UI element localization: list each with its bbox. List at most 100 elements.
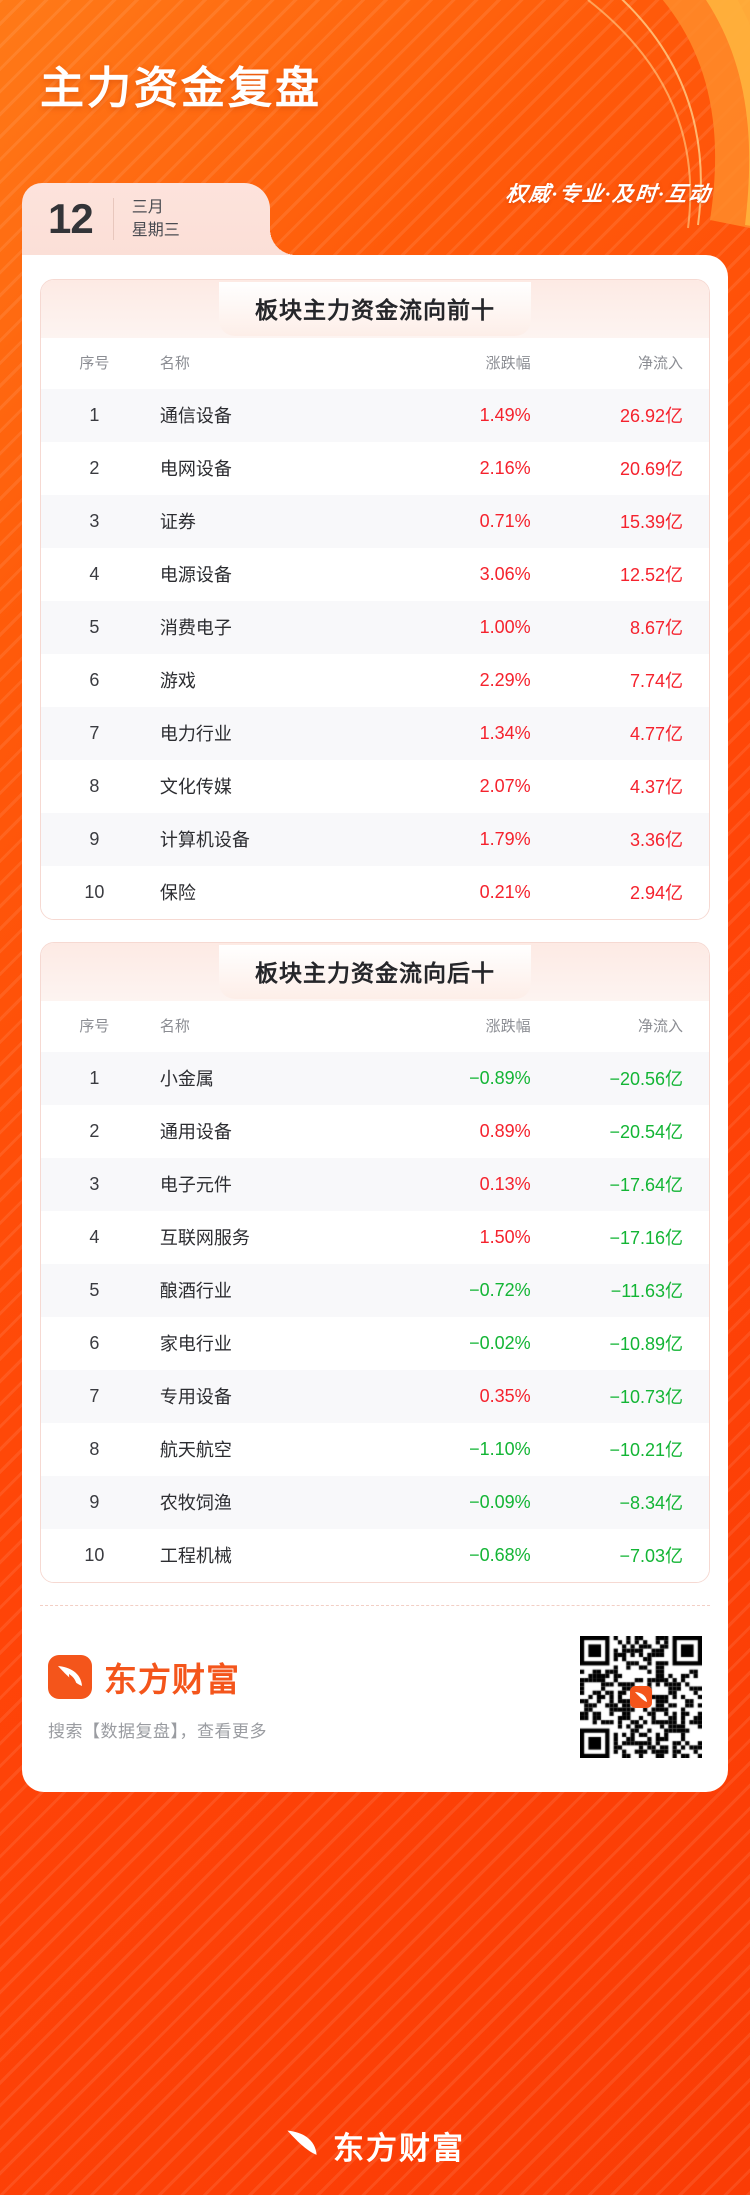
cell-index: 1 bbox=[89, 404, 100, 425]
cell-netflow: 26.92亿 bbox=[619, 406, 683, 426]
table-row[interactable]: 8 文化传媒 2.07% 4.37亿 bbox=[41, 760, 709, 813]
table-row[interactable]: 1 通信设备 1.49% 26.92亿 bbox=[41, 389, 709, 442]
panel-header: 板块主力资金流向前十 bbox=[41, 280, 709, 338]
table-row[interactable]: 7 电力行业 1.34% 4.77亿 bbox=[41, 707, 709, 760]
cell-name: 消费电子 bbox=[159, 618, 232, 638]
cell-netflow: −20.56亿 bbox=[609, 1069, 683, 1089]
cell-index: 5 bbox=[89, 1279, 100, 1300]
date-meta: 三月 星期三 bbox=[132, 199, 180, 239]
table-row[interactable]: 4 电源设备 3.06% 12.52亿 bbox=[41, 548, 709, 601]
table-row[interactable]: 6 家电行业 −0.02% −10.89亿 bbox=[41, 1317, 709, 1370]
table-header-row: 序号 名称 涨跌幅 净流入 bbox=[41, 1001, 709, 1052]
table-row[interactable]: 3 电子元件 0.13% −17.64亿 bbox=[41, 1158, 709, 1211]
qr-code[interactable] bbox=[580, 1636, 702, 1758]
eastmoney-logo-icon bbox=[285, 2128, 319, 2162]
date-month: 三月 bbox=[131, 198, 164, 216]
table-row[interactable]: 5 酿酒行业 −0.72% −11.63亿 bbox=[41, 1264, 709, 1317]
col-header-index: 序号 bbox=[79, 1018, 110, 1035]
cell-netflow: 2.94亿 bbox=[629, 883, 683, 903]
qr-center-logo-icon bbox=[630, 1686, 652, 1708]
outflow-table: 序号 名称 涨跌幅 净流入 1 小金属 −0.89% −20.56亿 2 通用设备 0.89… bbox=[41, 1001, 709, 1582]
cell-index: 4 bbox=[89, 563, 100, 584]
cell-change: 1.50% bbox=[479, 1226, 531, 1247]
cell-netflow: 20.69亿 bbox=[619, 459, 683, 479]
eastmoney-logo-icon bbox=[48, 1654, 92, 1699]
panel-title-pill: 板块主力资金流向后十 bbox=[219, 945, 531, 999]
cell-index: 6 bbox=[89, 1332, 100, 1353]
slogan-text: 权威·专业·及时·互动 bbox=[504, 182, 714, 206]
cell-change: 3.06% bbox=[479, 563, 531, 584]
cell-change: 1.49% bbox=[479, 404, 531, 425]
col-header-change: 涨跌幅 bbox=[485, 355, 531, 372]
cell-change: 1.00% bbox=[479, 616, 531, 637]
cell-index: 4 bbox=[89, 1226, 100, 1247]
brand-row: 东方财富 bbox=[48, 1653, 267, 1701]
cell-name: 电力行业 bbox=[159, 724, 232, 744]
table-row[interactable]: 7 专用设备 0.35% −10.73亿 bbox=[41, 1370, 709, 1423]
page-header: 主力资金复盘 权威·专业·及时·互动 bbox=[0, 0, 750, 300]
cell-name: 专用设备 bbox=[159, 1387, 232, 1407]
cell-change: −0.68% bbox=[469, 1544, 531, 1565]
cell-change: 0.71% bbox=[479, 510, 531, 531]
cell-change: −0.89% bbox=[469, 1067, 531, 1088]
cell-netflow: 4.37亿 bbox=[629, 777, 683, 797]
table-row[interactable]: 4 互联网服务 1.50% −17.16亿 bbox=[41, 1211, 709, 1264]
cell-netflow: 12.52亿 bbox=[619, 565, 683, 585]
card-footer: 东方财富 搜索【数据复盘】，查看更多 bbox=[40, 1605, 710, 1792]
table-row[interactable]: 6 游戏 2.29% 7.74亿 bbox=[41, 654, 709, 707]
cell-change: −0.02% bbox=[469, 1332, 531, 1353]
cell-netflow: 7.74亿 bbox=[629, 671, 683, 691]
cell-change: 2.07% bbox=[479, 775, 531, 796]
cell-netflow: −10.73亿 bbox=[609, 1387, 683, 1407]
cell-index: 2 bbox=[89, 1120, 100, 1141]
cell-netflow: 4.77亿 bbox=[629, 724, 683, 744]
cell-change: 1.34% bbox=[479, 722, 531, 743]
table-header: 序号 名称 涨跌幅 净流入 bbox=[41, 1001, 709, 1052]
cell-index: 7 bbox=[89, 722, 100, 743]
cell-index: 9 bbox=[89, 1491, 100, 1512]
footer-note: 搜索【数据复盘】，查看更多 bbox=[48, 1721, 267, 1741]
table-row[interactable]: 5 消费电子 1.00% 8.67亿 bbox=[41, 601, 709, 654]
table-row[interactable]: 9 计算机设备 1.79% 3.36亿 bbox=[41, 813, 709, 866]
inflow-table: 序号 名称 涨跌幅 净流入 1 通信设备 1.49% 26.92亿 2 电网设备 2.16%… bbox=[41, 338, 709, 919]
table-row[interactable]: 2 电网设备 2.16% 20.69亿 bbox=[41, 442, 709, 495]
cell-change: −0.72% bbox=[469, 1279, 531, 1300]
cell-netflow: −7.03亿 bbox=[619, 1546, 683, 1566]
cell-name: 工程机械 bbox=[159, 1546, 232, 1566]
cell-change: 0.35% bbox=[479, 1385, 531, 1406]
cell-name: 通用设备 bbox=[159, 1122, 232, 1142]
cell-netflow: −11.63亿 bbox=[610, 1281, 683, 1301]
cell-name: 电源设备 bbox=[159, 565, 232, 585]
col-header-name: 名称 bbox=[159, 1018, 190, 1035]
table-row[interactable]: 3 证券 0.71% 15.39亿 bbox=[41, 495, 709, 548]
table-row[interactable]: 10 保险 0.21% 2.94亿 bbox=[41, 866, 709, 919]
cell-index: 8 bbox=[89, 775, 100, 796]
panel-title: 板块主力资金流向后十 bbox=[255, 960, 495, 986]
table-row[interactable]: 8 航天航空 −1.10% −10.21亿 bbox=[41, 1423, 709, 1476]
cell-name: 航天航空 bbox=[159, 1440, 232, 1460]
cell-netflow: 3.36亿 bbox=[629, 830, 683, 850]
panel-title-pill: 板块主力资金流向前十 bbox=[219, 282, 531, 336]
cell-index: 1 bbox=[89, 1067, 100, 1088]
table-header: 序号 名称 涨跌幅 净流入 bbox=[41, 338, 709, 389]
cell-change: 1.79% bbox=[479, 828, 531, 849]
content-card: 板块主力资金流向前十 序号 名称 涨跌幅 净流入 1 通信设备 1.49% 26.92… bbox=[22, 255, 728, 1792]
cell-name: 小金属 bbox=[159, 1069, 214, 1089]
date-badge: 12 三月 星期三 bbox=[22, 183, 296, 255]
table-row[interactable]: 9 农牧饲渔 −0.09% −8.34亿 bbox=[41, 1476, 709, 1529]
cell-index: 10 bbox=[84, 1544, 105, 1565]
cell-change: 2.29% bbox=[479, 669, 531, 690]
cell-name: 保险 bbox=[159, 883, 196, 903]
col-header-index: 序号 bbox=[79, 355, 110, 372]
cell-change: 0.13% bbox=[479, 1173, 531, 1194]
table-body: 1 小金属 −0.89% −20.56亿 2 通用设备 0.89% −20.54亿 3 电子元件 0… bbox=[41, 1052, 709, 1582]
cell-index: 2 bbox=[89, 457, 100, 478]
cell-name: 电子元件 bbox=[159, 1175, 232, 1195]
bottom-brand-name: 东方财富 bbox=[333, 2130, 465, 2166]
cell-index: 6 bbox=[89, 669, 100, 690]
table-row[interactable]: 10 工程机械 −0.68% −7.03亿 bbox=[41, 1529, 709, 1582]
panel-top-inflow: 板块主力资金流向前十 序号 名称 涨跌幅 净流入 1 通信设备 1.49% 26.92… bbox=[40, 279, 710, 920]
table-row[interactable]: 1 小金属 −0.89% −20.56亿 bbox=[41, 1052, 709, 1105]
cell-index: 9 bbox=[89, 828, 100, 849]
table-row[interactable]: 2 通用设备 0.89% −20.54亿 bbox=[41, 1105, 709, 1158]
